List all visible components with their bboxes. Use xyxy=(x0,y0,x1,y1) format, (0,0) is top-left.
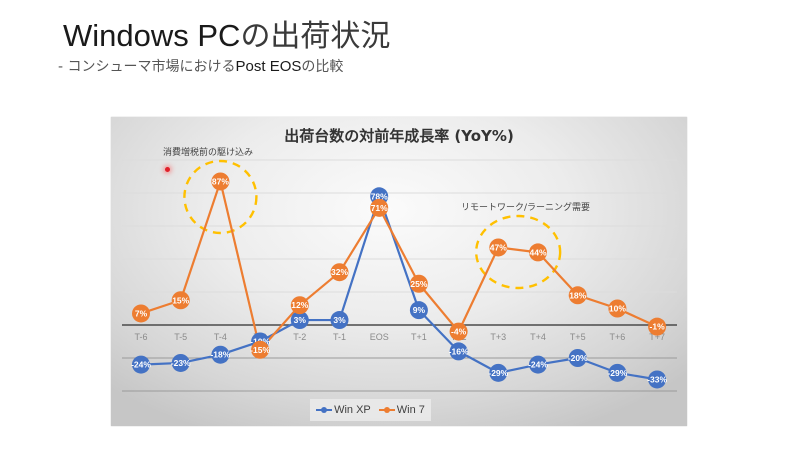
data-point-marker[interactable] xyxy=(409,301,428,320)
data-point-marker[interactable] xyxy=(330,311,349,330)
data-point-label: -23% xyxy=(171,358,191,368)
chart-area[interactable] xyxy=(111,117,687,426)
highlight-circle-0 xyxy=(183,159,258,235)
data-point-label: -15% xyxy=(250,345,270,355)
data-point-label: 32% xyxy=(331,267,348,277)
data-point-marker[interactable] xyxy=(409,274,428,293)
data-point-marker[interactable] xyxy=(211,345,230,364)
data-point-label: 44% xyxy=(529,247,546,257)
data-point-label: -33% xyxy=(647,374,667,384)
x-axis-label: T-6 xyxy=(134,332,147,342)
data-point-marker[interactable] xyxy=(171,291,190,310)
data-point-marker[interactable] xyxy=(251,340,270,359)
data-point-label: 47% xyxy=(490,242,507,252)
data-point-label: -16% xyxy=(449,346,469,356)
data-point-label: -24% xyxy=(131,360,151,370)
data-point-label: 9% xyxy=(413,305,426,315)
data-point-marker[interactable] xyxy=(568,349,587,367)
x-axis-label: T-4 xyxy=(214,332,227,342)
data-point-marker[interactable] xyxy=(211,172,230,191)
data-point-label: 10% xyxy=(609,304,626,314)
data-point-label: -4% xyxy=(451,327,467,337)
legend-marker-icon xyxy=(316,405,333,415)
data-point-marker[interactable] xyxy=(330,263,349,282)
data-point-label: 87% xyxy=(212,176,229,186)
data-point-label: 15% xyxy=(172,295,189,305)
subtitle-emphasis: Post EOS xyxy=(235,58,302,75)
data-point-marker[interactable] xyxy=(290,296,309,315)
x-axis-label: T+1 xyxy=(411,332,427,342)
data-point-label: 3% xyxy=(333,315,346,325)
subtitle-prefix: - コンシューマ市場における xyxy=(58,59,236,75)
series-line-win-7 xyxy=(140,180,658,351)
data-point-label: 78% xyxy=(371,191,388,201)
data-point-label: -24% xyxy=(528,360,548,370)
legend-label: Win XP xyxy=(334,404,371,416)
data-point-marker[interactable] xyxy=(648,370,667,389)
data-point-label: -1% xyxy=(650,322,666,332)
slide-subtitle: - コンシューマ市場におけるPost EOSの比較 xyxy=(58,58,343,76)
data-point-label: 71% xyxy=(371,203,388,213)
data-point-marker[interactable] xyxy=(529,243,547,262)
x-axis-label: T+7 xyxy=(649,332,665,342)
x-axis-label: EOS xyxy=(370,332,389,342)
data-point-marker[interactable] xyxy=(290,311,309,330)
data-point-marker[interactable] xyxy=(370,198,389,217)
annotation-remote-work: リモートワーク/ラーニング需要 xyxy=(461,203,591,213)
x-axis-label: T-1 xyxy=(333,332,346,342)
data-point-marker[interactable] xyxy=(529,355,547,374)
legend-label: Win 7 xyxy=(396,404,425,416)
data-point-label: -29% xyxy=(607,368,627,378)
data-point-label: 18% xyxy=(569,290,586,300)
x-axis-label: T-5 xyxy=(174,332,187,342)
highlight-circle-1 xyxy=(474,214,562,290)
x-axis-label: T+3 xyxy=(490,332,506,342)
data-point-marker[interactable] xyxy=(608,363,627,382)
subtitle-suffix: の比較 xyxy=(301,59,344,75)
data-point-label: 25% xyxy=(410,279,427,289)
data-point-label: 12% xyxy=(291,300,308,310)
data-point-marker[interactable] xyxy=(132,355,150,374)
legend-item-win-xp[interactable]: Win XP xyxy=(316,404,371,416)
data-point-marker[interactable] xyxy=(449,322,468,341)
x-axis-label: T+4 xyxy=(530,332,546,342)
pointer-dot-icon xyxy=(165,167,170,172)
data-point-label: -29% xyxy=(488,368,508,378)
data-point-label: 3% xyxy=(294,315,307,325)
x-axis-label: T-2 xyxy=(293,332,306,342)
data-point-marker[interactable] xyxy=(489,363,508,382)
legend-marker-icon xyxy=(378,405,395,415)
annotation-tax-rush: 消費増税前の駆け込み xyxy=(163,148,254,158)
data-point-marker[interactable] xyxy=(648,317,667,336)
x-axis-label: T+6 xyxy=(610,332,626,342)
x-axis-label: T+5 xyxy=(570,332,586,342)
data-point-label: 7% xyxy=(135,308,148,318)
data-point-label: -20% xyxy=(568,353,588,363)
slide-title: Windows PCの出荷状況 xyxy=(63,16,390,61)
data-point-label: -18% xyxy=(210,350,230,360)
slide-title-jp: の出荷状況 xyxy=(240,19,391,54)
data-point-marker[interactable] xyxy=(608,299,627,318)
data-point-marker[interactable] xyxy=(489,238,508,257)
data-point-marker[interactable] xyxy=(568,286,587,305)
chart-title: 出荷台数の対前年成長率 (YoY%) xyxy=(284,127,514,145)
legend-item-win-7[interactable]: Win 7 xyxy=(378,404,425,416)
chart-legend[interactable]: Win XP Win 7 xyxy=(310,399,431,421)
data-point-marker[interactable] xyxy=(132,304,150,323)
data-point-marker[interactable] xyxy=(449,342,468,361)
data-point-marker[interactable] xyxy=(171,353,190,372)
slide-title-latin: Windows PC xyxy=(63,18,241,53)
